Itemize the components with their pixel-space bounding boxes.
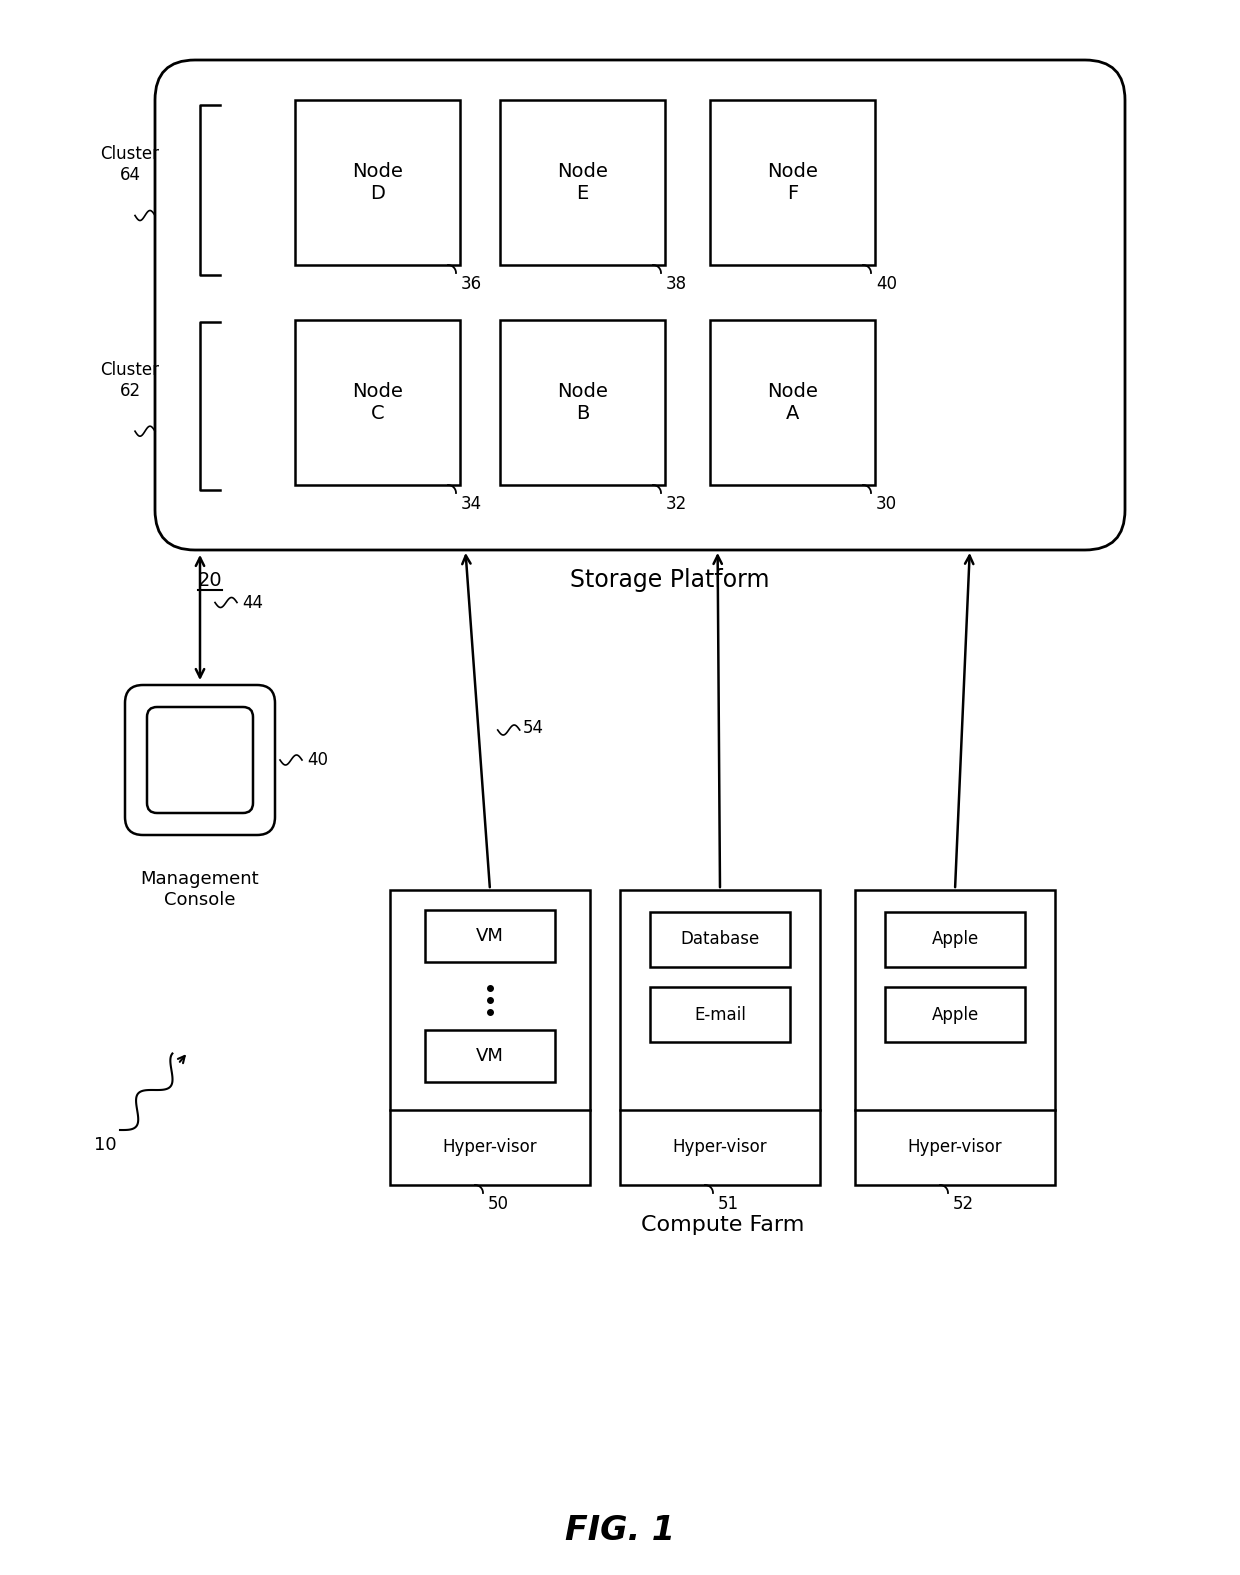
Text: 30: 30 [875, 495, 897, 513]
Text: 54: 54 [523, 720, 543, 737]
Bar [391, 890, 590, 1184]
Bar [500, 99, 665, 265]
Bar [711, 320, 875, 485]
Text: Hyper-visor: Hyper-visor [908, 1139, 1002, 1156]
FancyBboxPatch shape [148, 707, 253, 813]
Text: Storage Platform: Storage Platform [570, 569, 770, 592]
Text: 44: 44 [242, 594, 263, 611]
Text: VM: VM [476, 1047, 503, 1065]
Text: 50: 50 [489, 1195, 508, 1213]
Text: Database: Database [681, 931, 760, 948]
Text: VM: VM [476, 928, 503, 945]
Bar [500, 320, 665, 485]
Text: E-mail: E-mail [694, 1005, 746, 1024]
Text: 32: 32 [666, 495, 687, 513]
Text: FIG. 1: FIG. 1 [565, 1514, 675, 1547]
Text: 38: 38 [666, 276, 687, 293]
Bar [885, 912, 1025, 967]
Text: Node
A: Node A [768, 383, 818, 424]
Bar [650, 988, 790, 1043]
Text: 10: 10 [94, 1136, 117, 1154]
Bar [295, 99, 460, 265]
Bar [425, 1030, 556, 1082]
Text: Node
D: Node D [352, 162, 403, 203]
Text: 36: 36 [461, 276, 482, 293]
FancyBboxPatch shape [155, 60, 1125, 550]
Text: Cluster
64: Cluster 64 [100, 145, 160, 184]
Bar [295, 320, 460, 485]
Text: Management
Console: Management Console [140, 869, 259, 909]
Bar [650, 912, 790, 967]
Bar [620, 890, 820, 1184]
Text: Node
C: Node C [352, 383, 403, 424]
Text: Node
B: Node B [557, 383, 608, 424]
Text: 52: 52 [954, 1195, 975, 1213]
Bar [856, 890, 1055, 1184]
Text: Apple: Apple [931, 931, 978, 948]
Text: Cluster
62: Cluster 62 [100, 361, 160, 400]
Text: Node
E: Node E [557, 162, 608, 203]
Text: 40: 40 [875, 276, 897, 293]
Text: 40: 40 [308, 751, 329, 769]
FancyBboxPatch shape [125, 685, 275, 835]
Text: 34: 34 [461, 495, 482, 513]
Bar [425, 910, 556, 962]
Text: Hyper-visor: Hyper-visor [672, 1139, 768, 1156]
Text: Node
F: Node F [768, 162, 818, 203]
Bar [711, 99, 875, 265]
Text: 51: 51 [718, 1195, 739, 1213]
Text: Compute Farm: Compute Farm [641, 1214, 805, 1235]
Bar [885, 988, 1025, 1043]
Text: Apple: Apple [931, 1005, 978, 1024]
Text: 20: 20 [197, 570, 222, 589]
Text: Hyper-visor: Hyper-visor [443, 1139, 537, 1156]
